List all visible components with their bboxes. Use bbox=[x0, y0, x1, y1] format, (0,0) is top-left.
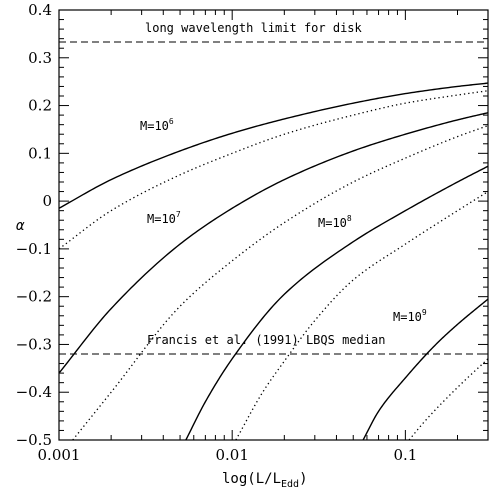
mass-label-m9: M=109 bbox=[393, 308, 427, 324]
mass-label-m6: M=106 bbox=[140, 117, 174, 133]
dotted-curve bbox=[235, 191, 489, 441]
tick-labels: −0.5 −0.4 −0.3 −0.2 −0.1 0 0.1 0.2 0.3 0.4 0.001 0.… bbox=[16, 1, 418, 464]
y-tick-label: 0 bbox=[42, 192, 52, 210]
x-tick-label: 0.001 bbox=[38, 446, 81, 464]
solid-curve bbox=[362, 298, 489, 441]
x-tick-label: 0.1 bbox=[393, 446, 417, 464]
axis-ticks bbox=[58, 9, 489, 441]
y-tick-label: −0.1 bbox=[16, 240, 52, 258]
y-tick-label: 0.1 bbox=[28, 144, 52, 162]
y-axis-title: α bbox=[16, 218, 25, 234]
ref-label-francis: Francis et al. (1991) LBQS median bbox=[147, 333, 385, 347]
dotted-curve bbox=[72, 125, 489, 441]
plot-frame bbox=[58, 9, 489, 441]
solid-curve bbox=[185, 165, 489, 441]
reference-lines bbox=[59, 41, 488, 355]
mass-label-m8: M=108 bbox=[318, 214, 352, 230]
x-tick-label: 0.01 bbox=[215, 446, 248, 464]
solid-curve bbox=[58, 112, 489, 374]
ref-label-disk-limit: long wavelength limit for disk bbox=[145, 21, 363, 35]
data-curves bbox=[58, 82, 489, 441]
y-tick-label: 0.4 bbox=[28, 1, 52, 19]
dotted-curve bbox=[408, 358, 489, 441]
y-tick-label: −0.3 bbox=[16, 335, 52, 353]
mass-label-m7: M=107 bbox=[147, 210, 181, 226]
y-tick-label: −0.5 bbox=[16, 431, 52, 449]
y-tick-label: 0.2 bbox=[28, 97, 52, 115]
dotted-curve bbox=[58, 90, 489, 250]
y-tick-label: −0.4 bbox=[16, 383, 52, 401]
x-axis-title: log(L/LEdd) bbox=[222, 471, 308, 490]
y-tick-label: 0.3 bbox=[28, 49, 52, 67]
y-tick-label: −0.2 bbox=[16, 288, 52, 306]
solid-curve bbox=[58, 82, 489, 209]
